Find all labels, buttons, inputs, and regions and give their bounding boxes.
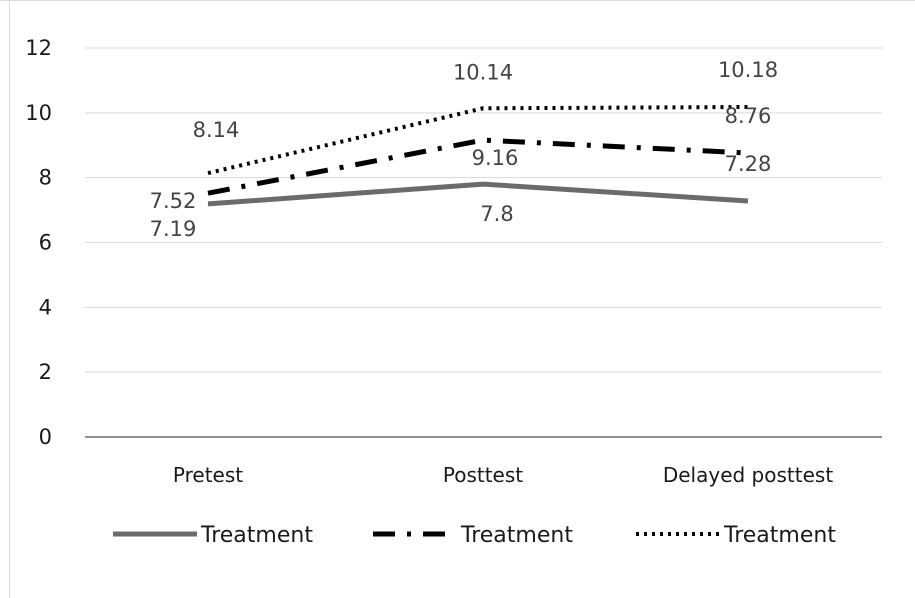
- series-line-1-solid: [207, 181, 749, 207]
- data-label: 10.14: [453, 60, 513, 84]
- y-tick-label: 4: [39, 295, 52, 319]
- y-tick-label: 8: [39, 166, 52, 190]
- series-lines: [207, 105, 749, 207]
- gridlines: [85, 47, 882, 438]
- x-axis-ticks: Pretest Posttest Delayed posttest: [173, 463, 833, 487]
- legend-label: Treatment: [723, 523, 836, 548]
- legend-label: Treatment: [200, 523, 313, 548]
- legend-label: Treatment: [460, 523, 573, 548]
- y-tick-label: 10: [25, 101, 52, 125]
- x-tick-label: Delayed posttest: [663, 463, 833, 487]
- frame-border-top: [0, 0, 915, 1]
- data-labels: 7.19 7.8 7.28 7.52 9.16 8.76 8.14 10.14 10.18: [150, 58, 778, 241]
- series-line-2-dash-dot: [207, 137, 749, 196]
- x-tick-label: Posttest: [443, 463, 523, 487]
- series-line-3-dotted: [207, 105, 749, 176]
- frame-border-left: [9, 0, 10, 598]
- y-tick-label: 0: [39, 425, 52, 449]
- y-axis-ticks: 0 2 4 6 8 10 12: [25, 36, 52, 449]
- data-label: 9.16: [472, 146, 519, 170]
- data-label: 8.76: [725, 104, 772, 128]
- legend: Treatment Treatment Treatment: [113, 523, 836, 548]
- data-label: 10.18: [718, 58, 778, 82]
- y-tick-label: 2: [39, 360, 52, 384]
- data-label: 7.8: [480, 202, 513, 226]
- data-label: 7.28: [725, 152, 772, 176]
- x-tick-label: Pretest: [173, 463, 243, 487]
- y-tick-label: 12: [25, 36, 52, 60]
- y-tick-label: 6: [39, 231, 52, 255]
- data-label: 8.14: [193, 118, 240, 142]
- data-label: 7.19: [150, 217, 197, 241]
- data-label: 7.52: [150, 189, 197, 213]
